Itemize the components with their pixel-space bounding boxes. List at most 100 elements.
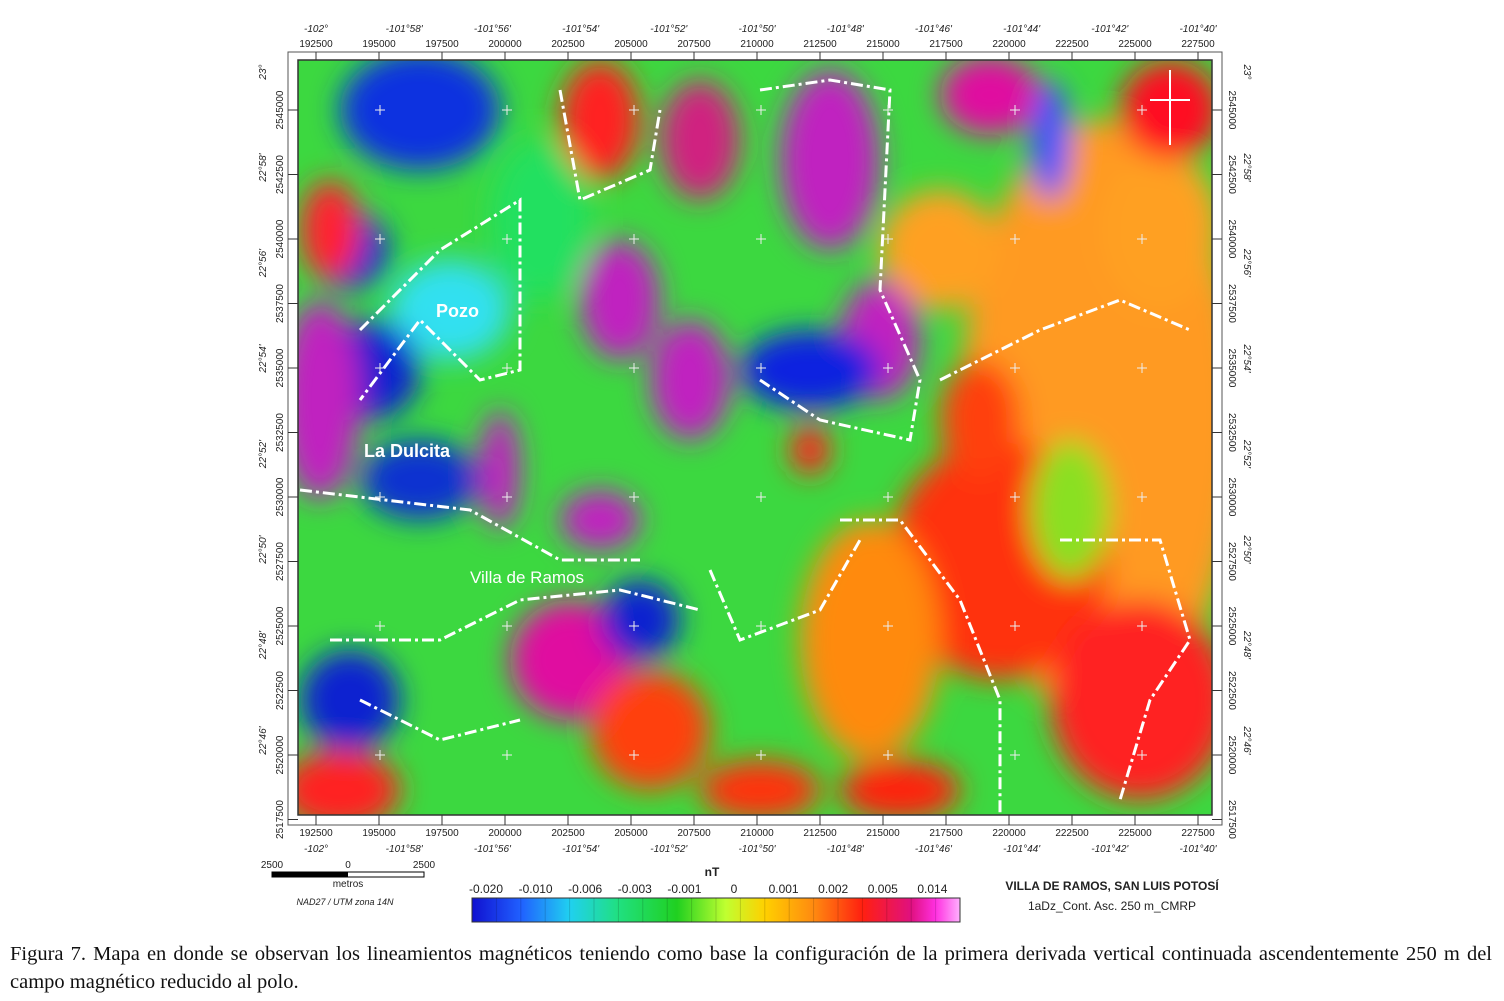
latitude-label: 23° (258, 64, 269, 80)
legend-label: 0.001 (769, 882, 799, 896)
grid-cross (502, 234, 512, 244)
easting-label: 215000 (866, 39, 900, 50)
outer-frame (287, 51, 1223, 826)
latitude-label: 22°52' (258, 439, 269, 469)
easting-label: 225000 (1118, 828, 1152, 839)
longitude-label: -101°48' (827, 24, 865, 35)
northing-label: 2530000 (1226, 478, 1237, 517)
grid-crosses (375, 105, 1147, 760)
longitude-label: -101°52' (650, 844, 688, 855)
easting-label: 202500 (551, 828, 585, 839)
grid-cross (502, 621, 512, 631)
longitude-label: -101°54' (562, 24, 600, 35)
easting-label: 210000 (740, 828, 774, 839)
caption: Figura 7. Mapa en donde se observan los … (10, 943, 1492, 993)
latitude-label: 22°54' (258, 343, 269, 373)
grid-cross (502, 105, 512, 115)
grid-cross (1010, 492, 1020, 502)
northing-label: 2540000 (1226, 220, 1237, 259)
easting-label: 202500 (551, 39, 585, 50)
grid-cross (502, 750, 512, 760)
grid-cross (1010, 105, 1020, 115)
latitude-label: 22°58' (258, 152, 269, 182)
grid-cross (629, 105, 639, 115)
grid-cross (629, 750, 639, 760)
longitude-label: -101°46' (915, 24, 953, 35)
anomaly-field (298, 60, 1212, 815)
longitude-label: -101°50' (738, 844, 776, 855)
datum: NAD27 / UTM zona 14N (296, 897, 394, 907)
grid-cross (1137, 363, 1147, 373)
grid-cross (756, 621, 766, 631)
grid-cross (883, 234, 893, 244)
longitude-label: -102° (304, 24, 328, 35)
easting-label: 195000 (362, 39, 396, 50)
northing-label: 2522500 (275, 671, 286, 710)
grid-cross (1010, 363, 1020, 373)
place-labels: Pozo La Dulcita Villa de Ramos (364, 301, 584, 587)
legend-label: 0.002 (818, 882, 848, 896)
northing-label: 2530000 (275, 477, 286, 516)
easting-label: 192500 (299, 828, 333, 839)
place-label: La Dulcita (364, 441, 451, 461)
easting-label: 205000 (614, 828, 648, 839)
easting-label: 212500 (803, 39, 837, 50)
northing-label: 2535000 (275, 348, 286, 387)
northing-label: 2525000 (275, 606, 286, 645)
latitude-label: 22°54' (1241, 343, 1252, 373)
grid-cross (502, 363, 512, 373)
easting-label: 207500 (677, 39, 711, 50)
grid-cross (1010, 750, 1020, 760)
legend-label: 0.005 (868, 882, 898, 896)
northing-label: 2527500 (1226, 542, 1237, 581)
grid-cross (375, 621, 385, 631)
easting-label: 220000 (992, 39, 1026, 50)
grid-cross (375, 234, 385, 244)
easting-label: 212500 (803, 828, 837, 839)
longitude-label: -101°56' (474, 844, 512, 855)
longitude-label: -101°56' (474, 24, 512, 35)
colorbar (471, 897, 961, 923)
grid-cross (756, 750, 766, 760)
latitude-label: 22°58' (1241, 152, 1252, 182)
northing-label: 2542500 (1226, 155, 1237, 194)
latitude-label: 22°48' (1241, 630, 1252, 660)
grid-cross (629, 621, 639, 631)
latitude-label: 23° (1241, 63, 1252, 79)
legend-label: -0.001 (667, 882, 701, 896)
grid-cross (756, 492, 766, 502)
grid-cross (375, 363, 385, 373)
northing-label: 2535000 (1226, 349, 1237, 388)
grid-cross (1137, 105, 1147, 115)
grid-cross (629, 492, 639, 502)
longitude-label: -101°48' (827, 844, 865, 855)
northing-label: 2545000 (1226, 91, 1237, 130)
easting-label: 217500 (929, 828, 963, 839)
grid-cross (883, 492, 893, 502)
map-frame (297, 59, 1213, 816)
place-label: Villa de Ramos (470, 568, 584, 587)
scale-unit: metros (333, 879, 364, 890)
easting-label: 222500 (1055, 828, 1089, 839)
longitude-label: -101°42' (1091, 24, 1129, 35)
easting-label: 222500 (1055, 39, 1089, 50)
easting-label: 197500 (425, 828, 459, 839)
grid-cross (1137, 492, 1147, 502)
northing-label: 2527500 (275, 542, 286, 581)
legend-label: -0.020 (469, 882, 503, 896)
easting-label: 220000 (992, 828, 1026, 839)
northing-label: 2522500 (1226, 671, 1237, 710)
easting-label: 227500 (1181, 39, 1215, 50)
easting-label: 225000 (1118, 39, 1152, 50)
longitude-label: -101°54' (562, 844, 600, 855)
grid-cross (1137, 750, 1147, 760)
northing-label: 2520000 (1226, 736, 1237, 775)
scale-label: 2500 (413, 860, 436, 871)
northing-label: 2517500 (275, 800, 286, 839)
grid-cross (375, 750, 385, 760)
grid-cross (1137, 234, 1147, 244)
longitude-label: -101°58' (386, 24, 424, 35)
easting-label: 215000 (866, 828, 900, 839)
northing-label: 2537500 (275, 284, 286, 323)
